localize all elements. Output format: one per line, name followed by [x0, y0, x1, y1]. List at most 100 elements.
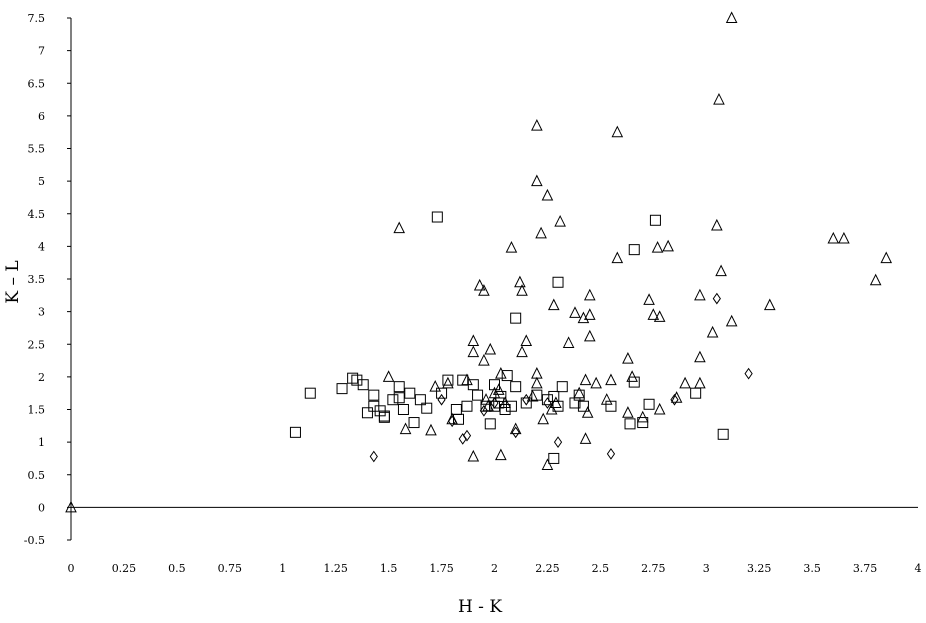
- triangle-point: [622, 351, 634, 364]
- triangle-point: [516, 284, 528, 296]
- square-point: [489, 400, 500, 412]
- triangle-point: [579, 432, 592, 444]
- square-point: [541, 394, 553, 406]
- triangle-point: [869, 273, 882, 286]
- square-point: [484, 418, 496, 430]
- triangle-point: [467, 345, 480, 358]
- y-tick-label: 4: [38, 240, 45, 253]
- y-tick-label: 2: [38, 371, 45, 384]
- triangle-point: [581, 406, 594, 418]
- triangle-point: [600, 393, 613, 405]
- triangle-point: [495, 448, 507, 461]
- triangle-point: [541, 458, 554, 470]
- x-tick-label: 3.25: [747, 562, 772, 575]
- square-point: [624, 418, 636, 430]
- axes: [70, 18, 918, 540]
- triangle-point: [467, 334, 480, 346]
- triangle-point: [484, 342, 497, 355]
- triangle-point: [514, 275, 526, 288]
- triangle-point: [706, 325, 719, 338]
- triangle-point: [429, 380, 442, 392]
- square-point: [480, 400, 492, 412]
- x-tick-label: 3.75: [853, 562, 878, 575]
- data-points: [65, 11, 893, 513]
- square-point: [552, 400, 564, 412]
- triangle-point: [880, 251, 893, 264]
- triangle-point: [605, 373, 617, 386]
- square-point: [436, 387, 448, 399]
- square-point: [531, 389, 543, 401]
- square-point: [336, 383, 348, 395]
- triangle-point: [579, 373, 592, 386]
- triangle-point: [526, 389, 539, 402]
- square-point: [520, 397, 532, 409]
- square-point: [387, 394, 399, 406]
- square-point: [573, 389, 585, 401]
- triangle-point: [531, 174, 543, 187]
- triangle-point: [399, 422, 412, 435]
- diamond-point: [522, 393, 531, 406]
- triangle-point: [636, 410, 649, 423]
- square-point: [505, 400, 517, 412]
- triangle-point: [583, 329, 596, 342]
- triangle-point: [520, 334, 533, 346]
- triangle-point: [653, 310, 666, 322]
- square-point: [404, 387, 416, 399]
- square-point: [304, 387, 316, 399]
- square-point: [556, 381, 568, 393]
- square-point: [414, 394, 426, 406]
- y-tick-label: 6: [38, 110, 45, 123]
- square-point: [717, 428, 729, 440]
- y-tick-label: 3: [38, 306, 45, 319]
- square-point: [442, 374, 454, 386]
- x-tick-label: 2.75: [641, 562, 666, 575]
- triangle-point: [694, 350, 706, 363]
- triangle-point: [505, 241, 518, 253]
- triangle-point: [473, 278, 486, 291]
- triangle-point: [467, 449, 480, 462]
- y-tick-label: 7.5: [28, 12, 46, 25]
- x-tick-label: 0: [68, 562, 75, 575]
- triangle-point: [569, 306, 581, 318]
- diamond-point: [448, 415, 457, 428]
- triangle-point: [715, 264, 727, 277]
- square-point: [461, 400, 473, 412]
- y-tick-labels: -0.5 0 0.5 1 1.5 2 2.5 3 3.5 4 4.5 5 5.5 6 6.5 7 7.5: [24, 12, 71, 547]
- triangle-point: [611, 125, 624, 138]
- triangle-point: [662, 239, 674, 252]
- y-tick-label: 5: [38, 175, 45, 188]
- diamond-point: [670, 393, 679, 406]
- diamond-point: [479, 404, 489, 417]
- square-point: [472, 389, 484, 401]
- x-tick-label: 2.5: [592, 562, 610, 575]
- triangle-point: [547, 298, 560, 311]
- triangle-point: [480, 393, 492, 405]
- diamond-point: [511, 426, 520, 439]
- triangle-point: [725, 314, 738, 327]
- y-tick-label: 4.5: [28, 208, 46, 221]
- y-tick-label: 7: [38, 45, 45, 58]
- x-tick-label: 0.75: [218, 562, 243, 575]
- diamond-point: [437, 393, 446, 406]
- triangle-point: [499, 396, 511, 408]
- square-point: [289, 426, 301, 438]
- triangle-point: [495, 366, 507, 379]
- triangle-point: [626, 370, 638, 382]
- square-point: [649, 214, 661, 226]
- x-axis-title: H - K: [458, 597, 502, 617]
- triangle-point: [651, 241, 664, 253]
- square-point: [690, 387, 702, 399]
- square-point: [361, 407, 373, 419]
- square-point: [510, 381, 522, 393]
- triangle-point: [694, 376, 706, 389]
- square-point: [357, 379, 369, 391]
- y-axis-title: K – L: [3, 260, 23, 303]
- y-tick-label: 2.5: [28, 338, 46, 351]
- square-point: [421, 402, 433, 414]
- x-tick-label: 1.75: [429, 562, 454, 575]
- diamond-point: [553, 436, 563, 448]
- y-tick-label: 1: [38, 436, 45, 449]
- triangle-point: [537, 412, 550, 425]
